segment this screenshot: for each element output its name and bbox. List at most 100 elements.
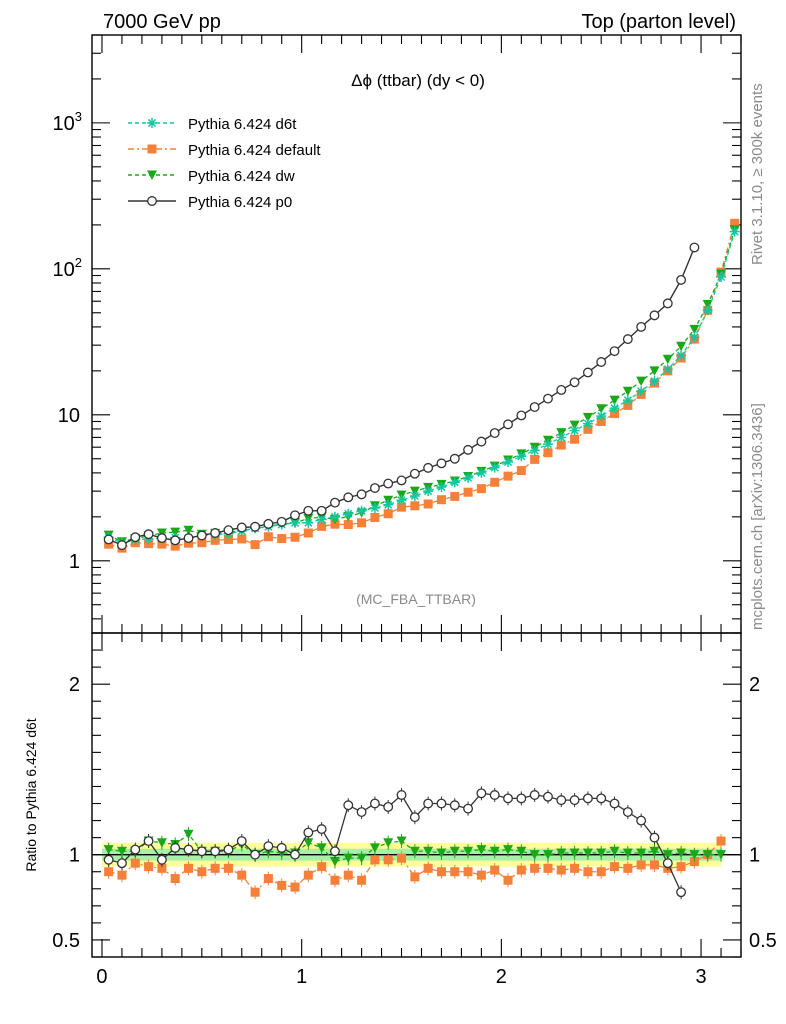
data-point-p0 [489, 428, 500, 438]
data-point-p0 [622, 334, 633, 345]
data-point-p0 [143, 529, 154, 540]
data-point-p0 [316, 505, 327, 516]
ratio-point-default [450, 867, 460, 877]
data-point-p0 [223, 525, 234, 536]
ratio-point-p0 [276, 842, 287, 853]
data-point-d6t [529, 445, 540, 456]
ratio-point-default [596, 867, 606, 877]
ratio-point-p0 [369, 798, 380, 809]
ratio-point-p0 [156, 854, 167, 865]
ratio-point-default [476, 870, 486, 880]
ratio-point-dw [156, 838, 167, 848]
data-point-default [543, 448, 553, 458]
data-point-dw [596, 404, 607, 414]
data-point-d6t [343, 508, 354, 519]
data-point-default [303, 528, 313, 538]
data-point-dw [609, 395, 620, 406]
data-point-default [237, 534, 247, 544]
data-point-default [476, 484, 486, 494]
data-point-d6t [609, 403, 620, 414]
data-point-default [157, 539, 167, 549]
data-point-p0 [636, 321, 647, 332]
watermark-label: (MC_FBA_TTBAR) [356, 591, 476, 607]
ratio-point-dw [542, 850, 553, 860]
data-point-d6t [689, 332, 700, 343]
data-point-dw [183, 525, 194, 536]
data-point-default [357, 518, 367, 528]
data-point-d6t [476, 467, 487, 478]
ratio-point-default [170, 874, 180, 884]
data-point-default [436, 495, 446, 505]
ratio-point-p0 [636, 815, 647, 826]
data-point-default [596, 416, 606, 426]
ratio-point-p0 [383, 801, 394, 812]
ratio-point-dw [343, 853, 354, 864]
ratio-point-p0 [250, 849, 261, 860]
ratio-point-dw [356, 853, 367, 864]
data-point-p0 [582, 367, 593, 378]
data-point-p0 [543, 393, 553, 404]
legend-marker-d6t [147, 118, 157, 128]
ratio-point-dw [449, 846, 460, 857]
ratio-point-default [463, 867, 473, 877]
data-point-d6t [423, 486, 434, 497]
data-point-default [184, 538, 194, 548]
ratio-point-dw [463, 846, 474, 857]
ratio-point-default [583, 867, 593, 877]
ratio-point-default [623, 863, 633, 873]
data-point-d6t [449, 477, 460, 488]
ratio-point-p0 [103, 854, 114, 865]
data-point-d6t [582, 418, 593, 429]
ratio-point-default [543, 863, 553, 873]
ratio-point-dw [396, 836, 407, 847]
ratio-point-p0 [343, 800, 354, 811]
data-point-d6t [702, 305, 713, 316]
data-point-dw [569, 420, 580, 431]
ratio-point-dw [556, 848, 567, 858]
series-line-dw [108, 229, 736, 543]
ratio-point-dw [569, 848, 580, 858]
data-point-default [623, 400, 633, 410]
data-point-d6t [636, 386, 647, 397]
data-point-default [610, 409, 620, 419]
data-point-p0 [463, 444, 474, 455]
data-point-default [277, 534, 287, 544]
data-point-default [516, 466, 526, 476]
ratio-point-p0 [409, 812, 420, 823]
data-point-p0 [503, 419, 513, 430]
data-point-p0 [383, 478, 394, 489]
ratio-point-dw [676, 848, 687, 858]
data-point-default [383, 509, 393, 519]
ratio-y-tick-label-right: 0.5 [749, 930, 777, 952]
data-point-p0 [210, 528, 221, 538]
ratio-point-default [423, 863, 433, 873]
ratio-point-default [223, 863, 233, 873]
data-point-default [210, 535, 220, 545]
ratio-point-p0 [436, 798, 447, 809]
ratio-plot-frame [91, 632, 742, 958]
data-point-p0 [356, 489, 367, 500]
data-point-p0 [396, 475, 407, 486]
ratio-point-p0 [223, 844, 234, 855]
y-tick-label: 102 [53, 255, 82, 281]
ratio-point-p0 [649, 832, 660, 843]
data-point-d6t [596, 411, 607, 422]
data-point-p0 [369, 483, 380, 493]
data-point-p0 [103, 534, 114, 545]
main-axis-ticks [92, 34, 742, 633]
ratio-point-default [144, 862, 154, 872]
header-left: 7000 GeV pp [103, 11, 221, 33]
data-point-dw [702, 299, 713, 310]
x-tick-label: 2 [496, 966, 507, 988]
data-point-default [250, 540, 260, 550]
data-point-p0 [556, 385, 567, 395]
data-point-p0 [130, 532, 141, 543]
ratio-point-default [317, 862, 327, 872]
ratio-point-default [556, 865, 566, 875]
data-point-dw [170, 527, 181, 538]
ratio-point-default [397, 853, 407, 863]
ratio-point-dw [716, 850, 727, 860]
data-point-p0 [236, 522, 247, 533]
ratio-point-p0 [463, 803, 474, 814]
data-point-dw [622, 386, 633, 397]
